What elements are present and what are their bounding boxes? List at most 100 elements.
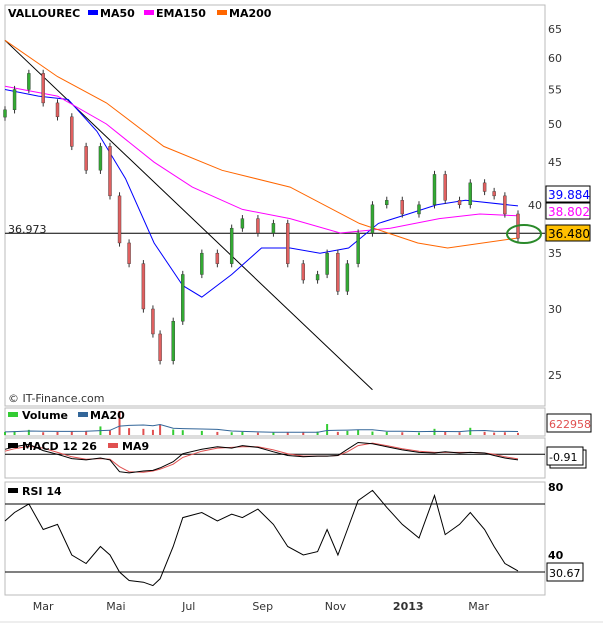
last-value-box bbox=[545, 202, 591, 220]
volume-bar bbox=[302, 431, 305, 435]
chart-title: VALLOUREC bbox=[8, 7, 80, 20]
ma20-legend-swatch bbox=[78, 412, 88, 417]
candle bbox=[108, 146, 112, 197]
rsi-tick-label: 40 bbox=[548, 549, 564, 562]
candle bbox=[181, 274, 185, 322]
volume-bar bbox=[458, 432, 461, 435]
volume-bar bbox=[118, 411, 121, 435]
macd-last-label: -0.91 bbox=[549, 451, 577, 464]
volume-bar bbox=[230, 432, 233, 435]
x-tick-label: Sep bbox=[252, 600, 273, 613]
y-tick-label: 60 bbox=[548, 52, 562, 65]
ma50-line bbox=[4, 89, 519, 298]
volume-bar bbox=[216, 431, 219, 435]
x-tick-label: Mar bbox=[33, 600, 54, 613]
legend-swatch bbox=[88, 10, 98, 15]
y-tick-label: 35 bbox=[548, 247, 562, 260]
x-tick-label: Mai bbox=[106, 600, 125, 613]
x-tick-label: Mar bbox=[468, 600, 489, 613]
volume-bar bbox=[13, 431, 16, 435]
volume-bar bbox=[371, 431, 374, 435]
candle bbox=[151, 308, 155, 335]
x-tick-label: 2013 bbox=[393, 600, 424, 613]
last-value-label: 38.802 bbox=[548, 205, 590, 219]
ma9-legend-swatch bbox=[108, 443, 118, 448]
legend-label-ma200: MA200 bbox=[229, 7, 272, 20]
candle bbox=[84, 146, 88, 171]
candle bbox=[325, 252, 329, 275]
volume-bar bbox=[108, 430, 111, 435]
volume-bar bbox=[272, 432, 275, 435]
volume-bar bbox=[4, 431, 6, 435]
volume-bar bbox=[417, 432, 420, 435]
candle bbox=[12, 89, 17, 111]
rsi-tick-label: 80 bbox=[548, 481, 564, 494]
rsi-line bbox=[4, 489, 519, 587]
candle bbox=[171, 321, 175, 361]
volume-bar bbox=[142, 428, 145, 435]
rsi-legend: RSI 14 bbox=[22, 485, 62, 498]
volume-bar bbox=[159, 424, 162, 435]
candle bbox=[41, 73, 45, 104]
candle bbox=[443, 174, 447, 201]
candle bbox=[141, 263, 146, 310]
volume-bar bbox=[256, 432, 259, 435]
volume-legend-swatch bbox=[8, 412, 18, 417]
highlight-circle bbox=[506, 224, 542, 244]
volume-bar bbox=[128, 428, 131, 435]
last-value-box bbox=[545, 224, 591, 242]
rsi-panel: RSI 14 80 40 30.67 bbox=[4, 481, 584, 596]
candle bbox=[55, 102, 60, 118]
rsi-legend-swatch bbox=[8, 488, 18, 493]
macd-legend: MACD 12 26 bbox=[22, 440, 97, 453]
candle bbox=[400, 200, 404, 215]
legend-swatch bbox=[217, 10, 227, 15]
candle bbox=[492, 191, 496, 197]
candle bbox=[482, 182, 487, 192]
macd-line bbox=[4, 441, 519, 474]
volume-bar bbox=[385, 431, 388, 435]
ema150-line bbox=[4, 85, 519, 234]
trendline bbox=[4, 39, 373, 391]
ma9-legend: MA9 bbox=[122, 440, 149, 453]
y-tick-label: 55 bbox=[548, 83, 562, 96]
volume-ma20-line bbox=[4, 423, 519, 433]
volume-last-label: 622958 bbox=[549, 418, 591, 431]
ma200-line bbox=[4, 39, 519, 249]
candle bbox=[432, 174, 437, 206]
price-panel: 25 30 35 40 45 50 55 60 65 39.884 38.802 36.480 VA… bbox=[3, 4, 591, 407]
rsi-last-label: 30.67 bbox=[549, 567, 581, 580]
candle bbox=[127, 242, 131, 264]
volume-bar bbox=[316, 431, 319, 435]
candle bbox=[229, 227, 234, 264]
candle bbox=[370, 204, 375, 234]
y-tick-label: 40 bbox=[528, 199, 542, 212]
y-tick-label: 50 bbox=[548, 118, 562, 131]
legend-swatch bbox=[144, 10, 154, 15]
volume-bar bbox=[42, 432, 45, 435]
candle bbox=[457, 200, 462, 206]
candle bbox=[27, 73, 31, 90]
candle bbox=[336, 252, 340, 292]
candle bbox=[70, 116, 74, 147]
y-tick-label: 65 bbox=[548, 23, 562, 36]
candle bbox=[468, 182, 472, 206]
candle bbox=[286, 223, 290, 264]
volume-bar bbox=[444, 431, 447, 435]
volume-bar bbox=[181, 430, 184, 435]
volume-bar bbox=[483, 431, 486, 435]
copyright: © IT-Finance.com bbox=[8, 392, 105, 405]
candle bbox=[345, 263, 350, 292]
volume-bar bbox=[503, 432, 506, 435]
candle bbox=[117, 195, 122, 244]
candle bbox=[503, 195, 507, 215]
volume-bar bbox=[517, 432, 519, 435]
volume-bar bbox=[27, 429, 30, 435]
candle bbox=[240, 218, 245, 229]
volume-bar bbox=[493, 432, 496, 435]
volume-bar bbox=[336, 431, 339, 435]
volume-bar bbox=[56, 431, 59, 435]
x-axis: Mar Mai Jul Sep Nov 2013 Mar bbox=[33, 600, 490, 613]
volume-bar bbox=[433, 428, 436, 435]
candle bbox=[3, 109, 7, 118]
